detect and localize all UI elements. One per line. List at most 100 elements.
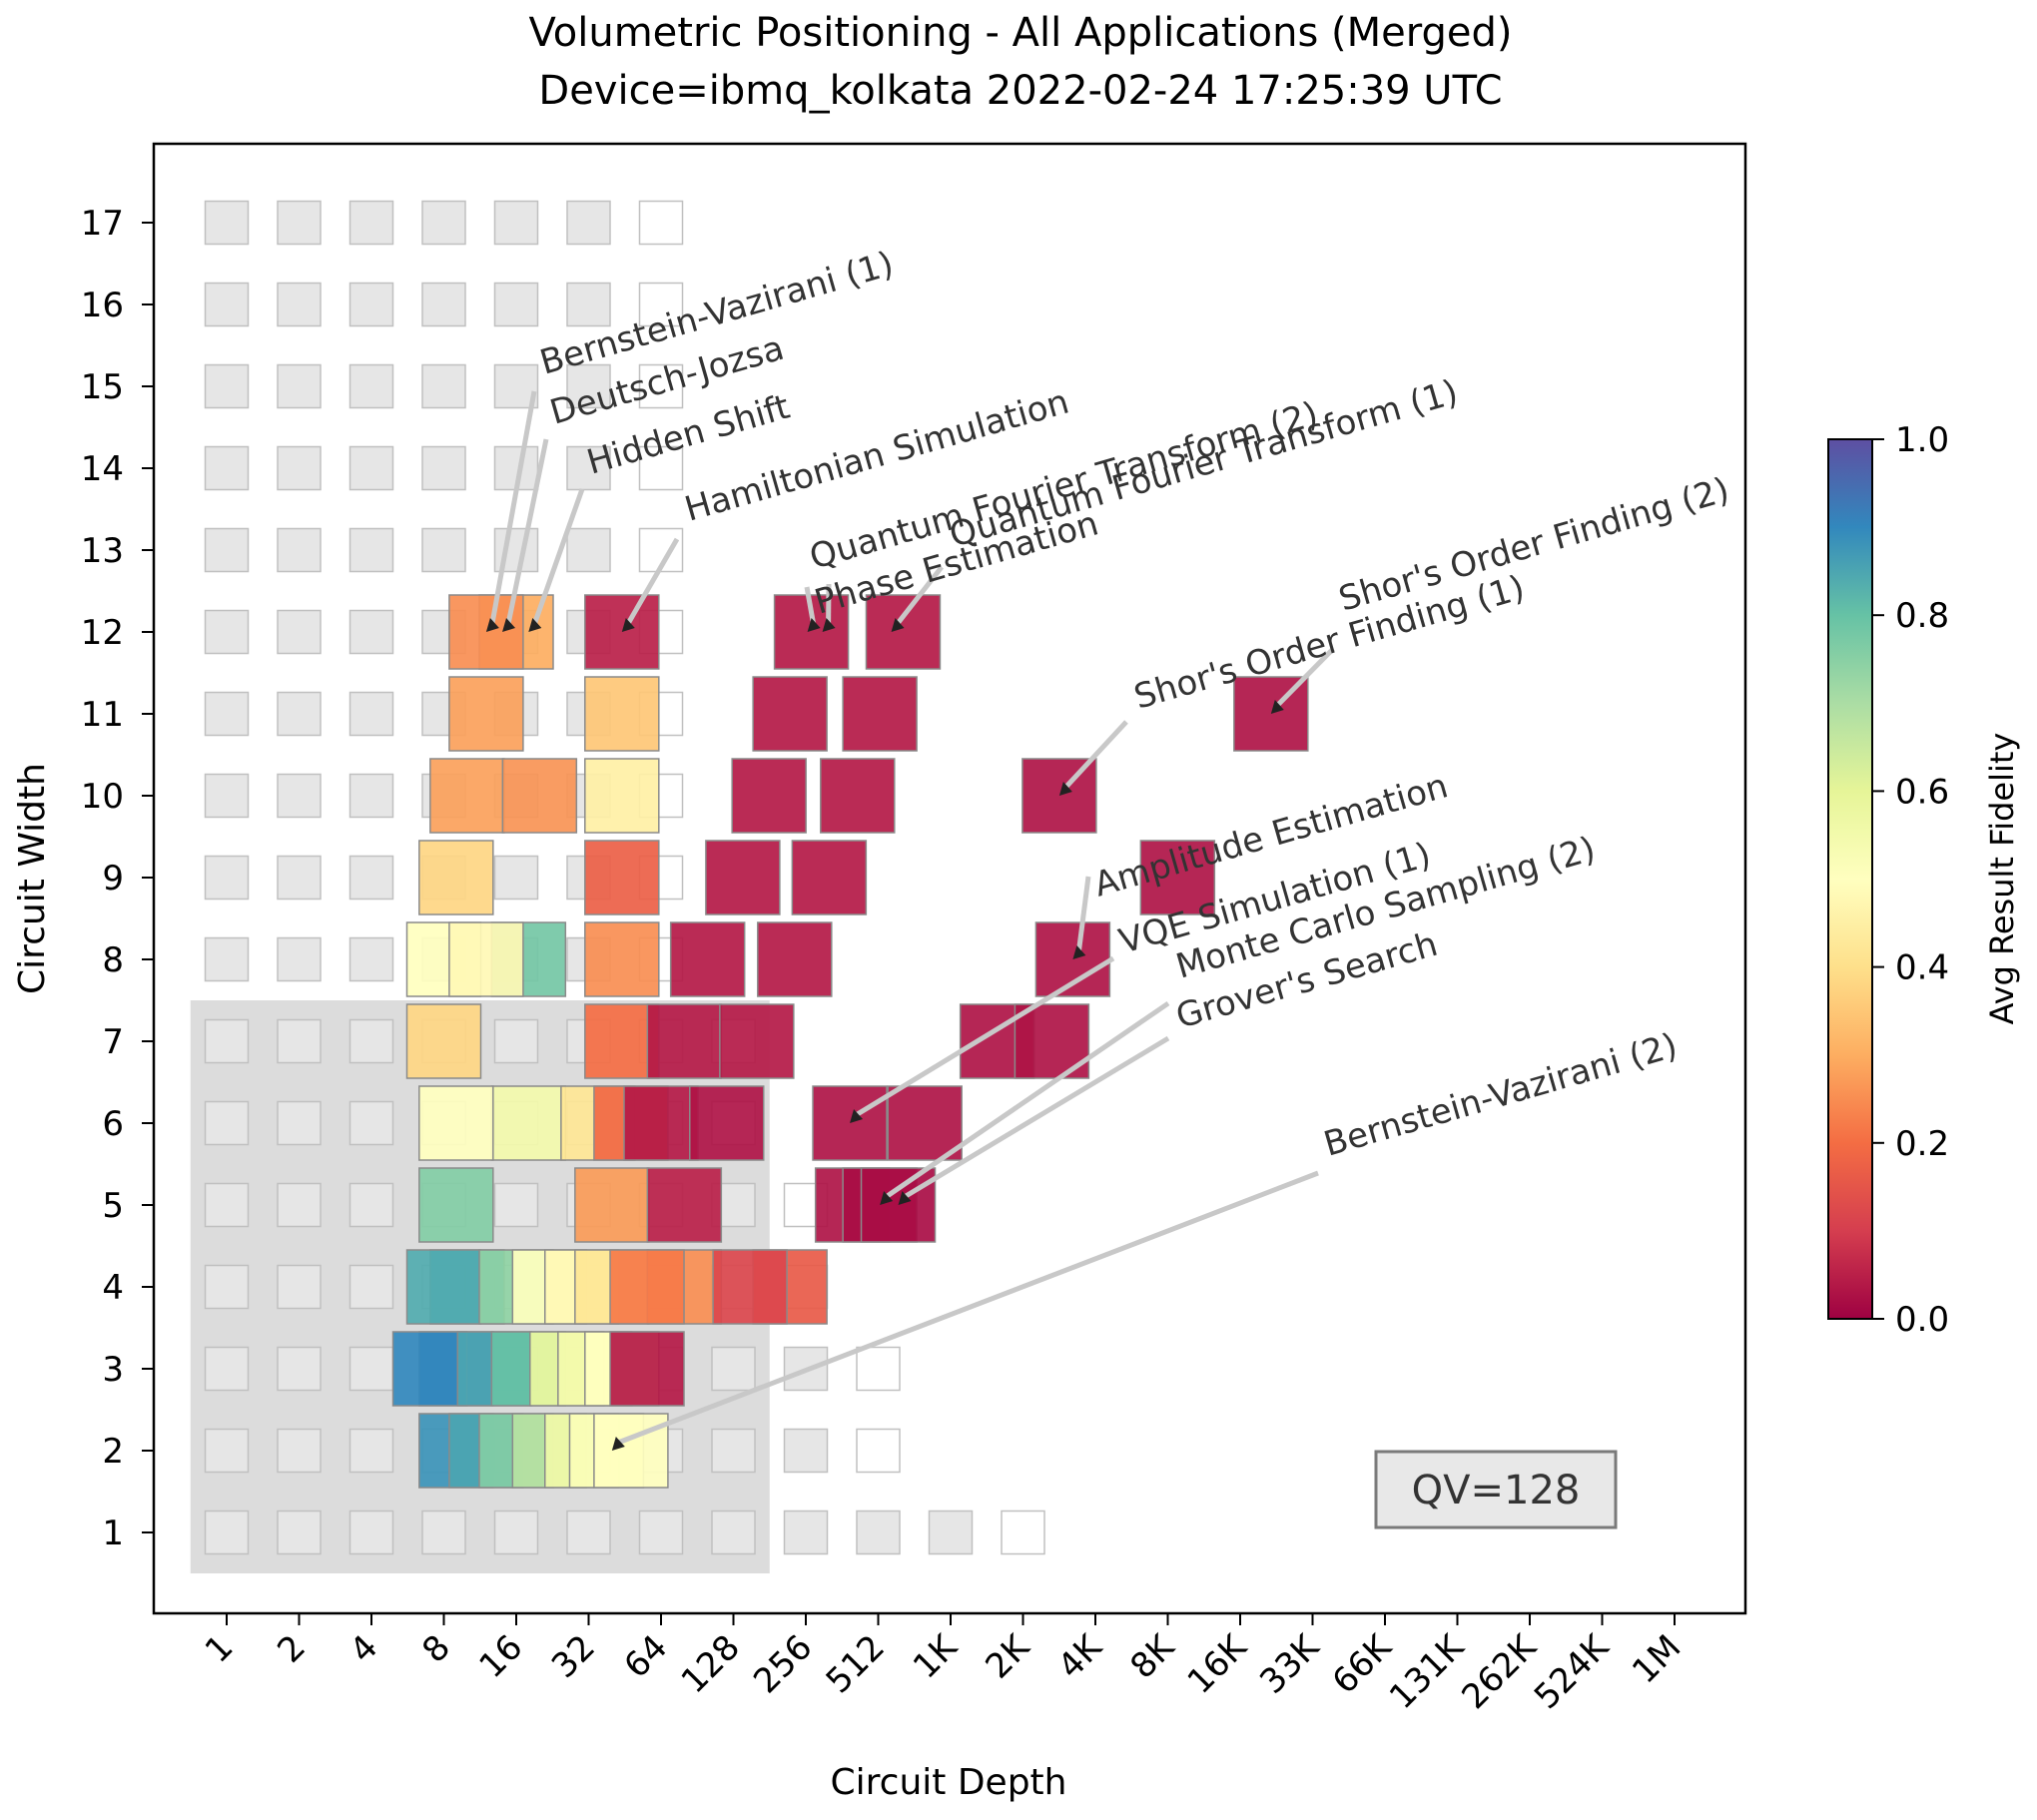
grid-cell (278, 365, 321, 408)
grid-cell (278, 1102, 321, 1145)
grid-cell (278, 857, 321, 900)
x-tick-label: 512 (819, 1627, 893, 1701)
grid-cell (206, 1020, 249, 1063)
circuit-square (690, 1086, 764, 1160)
x-tick-label: 8K (1123, 1626, 1184, 1687)
x-tick-label: 2K (979, 1626, 1039, 1687)
y-tick-label: 16 (81, 286, 124, 325)
x-tick-label: 16 (471, 1627, 530, 1686)
x-tick-label: 1M (1625, 1627, 1689, 1691)
y-tick-label: 15 (81, 367, 124, 407)
grid-cell (857, 1430, 900, 1473)
circuit-square (502, 759, 576, 833)
circuit-square (647, 1168, 721, 1242)
x-tick-label: 256 (746, 1627, 820, 1701)
colorbar-tick-label: 0.4 (1895, 948, 1949, 988)
x-tick-label: 131K (1382, 1626, 1473, 1717)
grid-cell (422, 529, 465, 572)
y-tick-label: 14 (81, 449, 124, 489)
grid-cell (350, 1184, 393, 1227)
grid-cell (206, 857, 249, 900)
annotation-label: Bernstein-Vazirani (2) (1319, 1025, 1682, 1164)
circuit-square (753, 677, 827, 751)
circuit-square (585, 922, 659, 996)
y-tick-label: 1 (102, 1514, 124, 1553)
grid-cell (640, 1512, 683, 1554)
grid-cell (495, 1020, 538, 1063)
annotation-label: Shor's Order Finding (1) (1129, 568, 1529, 718)
grid-cell (206, 529, 249, 572)
circuit-square (419, 1168, 493, 1242)
grid-cell (785, 1430, 828, 1473)
grid-cell (206, 202, 249, 245)
qv-badge-label: QV=128 (1412, 1468, 1581, 1514)
grid-cell (350, 202, 393, 245)
y-axis-label: Circuit Width (12, 763, 53, 994)
x-tick-label: 16K (1180, 1626, 1256, 1702)
grid-cell (567, 284, 610, 326)
grid-cell (350, 611, 393, 654)
grid-cell (206, 447, 249, 490)
x-tick-label: 1K (906, 1626, 967, 1687)
grid-cell (640, 202, 683, 245)
circuit-square (671, 922, 745, 996)
grid-cell (350, 1348, 393, 1391)
grid-cell (350, 447, 393, 490)
colorbar-tick-label: 1.0 (1895, 420, 1949, 460)
grid-cell (206, 1348, 249, 1391)
y-tick-label: 9 (102, 859, 124, 899)
y-tick-label: 6 (102, 1104, 124, 1144)
x-tick-label: 1 (198, 1627, 242, 1671)
grid-cell (567, 202, 610, 245)
circuit-square (449, 922, 523, 996)
grid-cell (278, 693, 321, 736)
circuit-square (706, 841, 780, 914)
circuit-square (720, 1004, 794, 1078)
grid-cell (278, 1348, 321, 1391)
circuit-square (491, 1086, 565, 1160)
circuit-square (610, 1250, 684, 1324)
grid-cell (206, 1266, 249, 1309)
grid-cell (206, 693, 249, 736)
circuit-square (419, 841, 493, 914)
y-tick-label: 11 (81, 695, 124, 735)
circuit-square (610, 1332, 684, 1406)
grid-cell (206, 284, 249, 326)
circuit-square (585, 841, 659, 914)
grid-cell (206, 775, 249, 818)
y-tick-label: 5 (102, 1186, 124, 1226)
grid-cell (206, 1184, 249, 1227)
grid-cell (422, 1512, 465, 1554)
grid-cell (350, 529, 393, 572)
grid-cell (206, 1102, 249, 1145)
y-tick-label: 13 (81, 531, 124, 571)
grid-cell (495, 202, 538, 245)
y-tick-label: 8 (102, 940, 124, 980)
annotation: Bernstein-Vazirani (2) (612, 1025, 1682, 1451)
grid-cell (206, 1430, 249, 1473)
y-tick-label: 7 (102, 1022, 124, 1062)
colorbar-tick-label: 0.8 (1895, 596, 1949, 636)
grid-cell (857, 1512, 900, 1554)
x-tick-label: 524K (1527, 1626, 1618, 1717)
grid-cell (278, 202, 321, 245)
circuit-square (585, 677, 659, 751)
x-tick-label: 33K (1252, 1626, 1328, 1702)
chart-title-line2: Device=ibmq_kolkata 2022-02-24 17:25:39 … (538, 68, 1502, 114)
circuit-square (407, 1250, 481, 1324)
colorbar-tick-label: 0.2 (1895, 1124, 1949, 1164)
grid-cell (278, 529, 321, 572)
grid-cell (712, 1512, 755, 1554)
qv-badge: QV=128 (1376, 1452, 1616, 1527)
grid-cell (278, 1430, 321, 1473)
chart-title-line1: Volumetric Positioning - All Application… (529, 10, 1513, 56)
y-tick-label: 3 (102, 1350, 124, 1390)
grid-cell (278, 1512, 321, 1554)
grid-cell (206, 365, 249, 408)
grid-cell (422, 447, 465, 490)
grid-cell (278, 611, 321, 654)
y-tick-label: 12 (81, 613, 124, 653)
grid-cell (567, 1512, 610, 1554)
circuit-square (888, 1086, 962, 1160)
